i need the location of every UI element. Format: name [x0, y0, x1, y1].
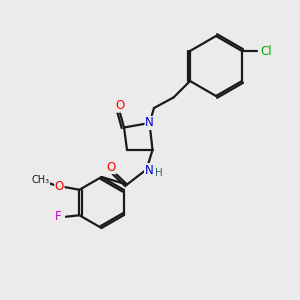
Text: N: N — [145, 164, 153, 177]
Text: F: F — [55, 210, 62, 223]
Text: O: O — [55, 180, 64, 193]
Text: Cl: Cl — [261, 44, 272, 58]
Text: H: H — [155, 168, 163, 178]
Text: N: N — [145, 116, 154, 130]
Text: CH₃: CH₃ — [32, 175, 50, 185]
Text: O: O — [115, 99, 124, 112]
Text: O: O — [107, 160, 116, 174]
